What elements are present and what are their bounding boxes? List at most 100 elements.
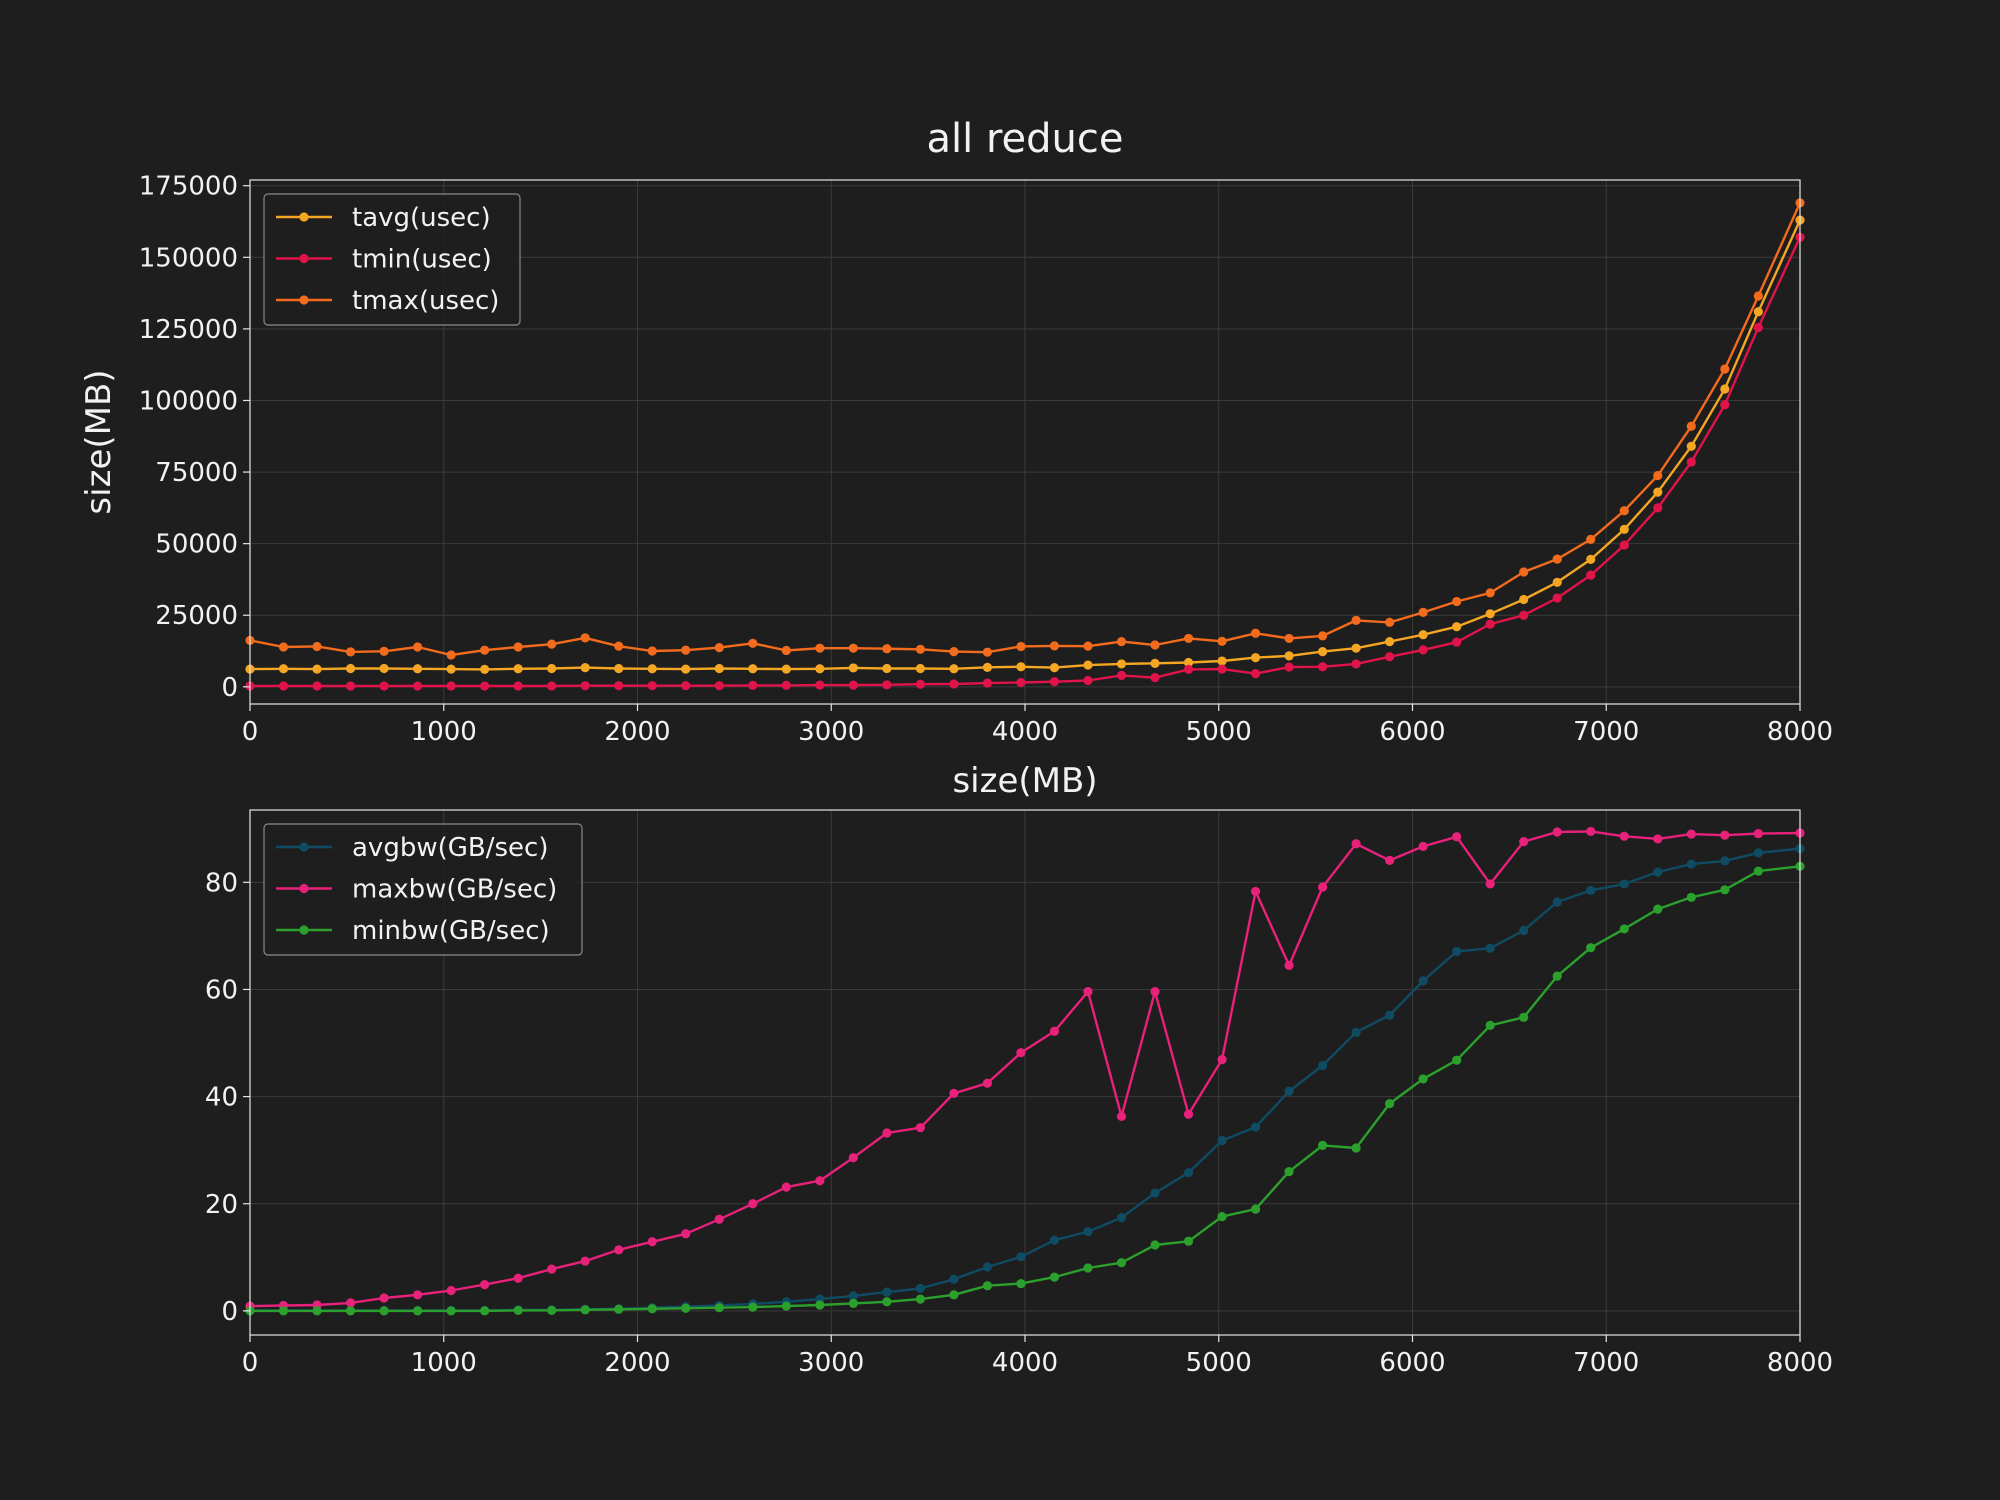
y-axis-label-latency: size(MB) [79, 369, 119, 514]
data-point [1183, 657, 1194, 668]
panel-bandwidth: 0 1000 2000 3000 4000 5000 6000 7000 8000 0 20 40 6… [205, 809, 1833, 1378]
data-point [1351, 839, 1361, 849]
data-point [1720, 384, 1730, 394]
data-point [781, 664, 791, 674]
series-tmin(usec) [245, 232, 1805, 691]
data-point [1016, 1278, 1026, 1289]
data-point [547, 681, 557, 691]
y-tick-label: 0 [221, 673, 238, 703]
data-point [882, 1297, 892, 1307]
data-point [982, 662, 993, 672]
data-point [1385, 855, 1395, 865]
data-point [278, 1306, 289, 1316]
data-point [815, 1176, 825, 1186]
data-point [915, 663, 925, 674]
data-point [781, 680, 791, 690]
y-tick-label: 20 [205, 1190, 238, 1220]
data-point [1049, 663, 1060, 673]
x-tick-labels-bandwidth: 0 1000 2000 3000 4000 5000 6000 7000 8000 [242, 1335, 1833, 1378]
data-point [412, 642, 423, 652]
data-point [1686, 892, 1696, 902]
data-point [446, 664, 456, 674]
data-point [1351, 659, 1361, 669]
data-point [513, 681, 523, 691]
data-point [1552, 827, 1562, 837]
data-point [1485, 588, 1495, 598]
data-point [1452, 946, 1462, 957]
data-point [1452, 832, 1462, 842]
series-minbw(GB/sec) [245, 861, 1805, 1316]
data-point [1116, 659, 1127, 669]
data-point [1753, 291, 1763, 301]
data-point [278, 664, 289, 674]
data-point [1351, 615, 1361, 625]
data-point [1318, 647, 1328, 657]
legend-bandwidth: avgbw(GB/sec) maxbw(GB/sec) minbw(GB/sec) [263, 823, 583, 956]
data-point [480, 664, 490, 674]
data-point [681, 645, 691, 655]
data-point [446, 681, 456, 691]
data-point [1049, 677, 1060, 687]
data-point [1250, 1204, 1261, 1214]
data-point [1619, 540, 1629, 550]
data-point [1753, 307, 1763, 317]
data-point [714, 1303, 724, 1313]
data-point [848, 1291, 858, 1301]
data-point [1452, 622, 1462, 632]
data-point [982, 647, 993, 657]
data-point [1586, 943, 1596, 953]
data-point [1049, 641, 1060, 651]
legend-marker [299, 212, 309, 222]
y-tick-labels-latency: 0 25000 50000 75000 100000 125000 150000 175000 [139, 172, 250, 703]
data-point [1686, 829, 1696, 839]
legend-box [263, 823, 583, 956]
y-tick-label: 60 [205, 975, 238, 1005]
data-point [345, 1298, 356, 1308]
data-point [580, 681, 590, 691]
legend-marker [299, 883, 309, 894]
data-point [1485, 943, 1495, 953]
data-point [647, 664, 657, 674]
data-point [580, 663, 590, 673]
data-point [982, 678, 993, 688]
data-point [1385, 636, 1395, 647]
data-point [1485, 1020, 1495, 1030]
x-tick-label: 1000 [411, 1348, 477, 1378]
data-point [1418, 841, 1428, 852]
data-point [1217, 664, 1227, 674]
data-point [1653, 470, 1663, 481]
data-point [848, 680, 858, 690]
data-point [614, 641, 624, 651]
data-point [647, 1304, 657, 1314]
data-point [412, 1306, 423, 1316]
data-point [681, 681, 691, 691]
data-point [949, 647, 959, 657]
data-point [580, 1305, 590, 1315]
data-point [312, 1306, 322, 1316]
data-point [614, 1245, 624, 1255]
data-point [1150, 658, 1160, 668]
data-point [1049, 1235, 1060, 1245]
series-group-latency [245, 198, 1805, 691]
data-point [647, 1237, 657, 1247]
data-point [1116, 670, 1127, 680]
x-tick-label: 8000 [1767, 717, 1833, 747]
data-point [949, 1274, 959, 1284]
data-point [1116, 1111, 1127, 1122]
y-tick-label: 150000 [139, 243, 238, 273]
data-point [513, 664, 523, 674]
data-point [547, 1264, 557, 1274]
data-point [681, 664, 691, 674]
legend-latency: tavg(usec) tmin(usec) tmax(usec) [263, 193, 521, 326]
data-point [1016, 677, 1026, 688]
data-point [1653, 487, 1663, 497]
data-point [1217, 656, 1227, 666]
data-point [446, 1306, 456, 1316]
legend-box [263, 193, 521, 326]
data-point [1284, 651, 1294, 661]
data-point [915, 679, 925, 689]
data-point [882, 644, 892, 654]
data-point [1619, 924, 1629, 934]
data-point [1318, 662, 1328, 672]
data-point [547, 1305, 557, 1315]
